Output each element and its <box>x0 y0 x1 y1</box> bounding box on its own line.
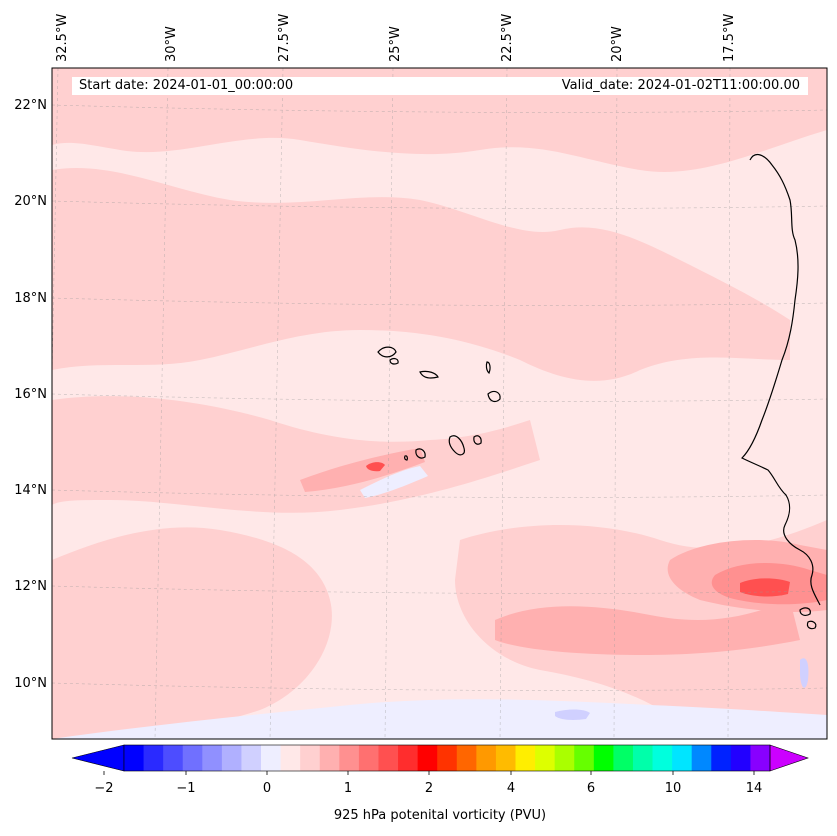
island-sao-vicente <box>389 357 399 365</box>
start-date-label: Start date: 2024-01-01_00:00:00 <box>79 78 294 93</box>
gridline-lon-20w <box>613 68 618 739</box>
island-santo-antao <box>377 346 397 358</box>
colorbar-swatch <box>711 745 732 771</box>
gridline-lat-12n <box>52 585 827 594</box>
colorbar-swatch <box>574 745 595 771</box>
colorbar-swatch <box>163 745 184 771</box>
colorbar-swatch <box>691 745 712 771</box>
island-maio <box>473 435 482 445</box>
colorbar-swatch <box>476 745 497 771</box>
field-patch-east-peak <box>740 578 790 597</box>
gridline-lat-18n <box>52 297 827 306</box>
colorbar-swatch <box>417 745 438 771</box>
gridline-lon-25w <box>384 68 394 739</box>
field-patch-negative-mid <box>360 466 428 498</box>
colorbar-swatch <box>378 745 399 771</box>
island-boa-vista <box>487 390 501 403</box>
colorbar-swatch <box>261 745 282 771</box>
field-patch-southwest <box>52 527 332 739</box>
colorbar-swatch <box>221 745 242 771</box>
africa-coastline <box>740 153 821 606</box>
island-fogo <box>415 448 426 459</box>
island-sal <box>485 361 491 375</box>
gridline-lat-20n <box>52 200 827 209</box>
gridlines <box>52 68 827 739</box>
lat-label-16n: 16°N <box>14 387 47 402</box>
colorbar-swatch <box>730 745 751 771</box>
colorbar-swatch <box>672 745 693 771</box>
field-patch-band-mid <box>300 448 425 492</box>
gridline-lat-22n <box>52 104 827 113</box>
colorbar-tick-neg2: −2 <box>94 781 114 796</box>
colorbar-swatch <box>241 745 262 771</box>
colorbar-swatch <box>398 745 419 771</box>
colorbar-tick-10: 10 <box>664 781 682 796</box>
gridline-lon-30w <box>154 68 169 739</box>
colorbar-swatch <box>593 745 614 771</box>
field-patch-negative-south <box>52 699 827 739</box>
colorbar-swatch <box>554 745 575 771</box>
colorbar-swatch <box>515 745 536 771</box>
valid-date-label: Valid_date: 2024-01-02T11:00:00.00 <box>561 78 800 93</box>
colorbar-tick-2: 2 <box>424 781 434 796</box>
colorbar-tick-0: 0 <box>262 781 272 796</box>
colorbar-swatch <box>652 745 673 771</box>
lat-label-14n: 14°N <box>14 483 47 498</box>
colorbar-swatch <box>182 745 203 771</box>
field-patch-west-band <box>52 396 540 513</box>
colorbar-title: 925 hPa potenital vorticity (PVU) <box>333 808 547 823</box>
colorbar-over-arrow <box>769 744 809 772</box>
colorbar-swatch <box>358 745 379 771</box>
island-sao-nicolau <box>419 370 439 379</box>
colorbar-swatch <box>456 745 477 771</box>
gridline-lon-27-5w <box>269 68 284 739</box>
coastlines <box>377 153 821 630</box>
field-patch-negative-strong <box>555 709 590 720</box>
colorbar-swatch <box>124 745 145 771</box>
gridline-lon-17-5w <box>727 68 731 739</box>
lat-label-22n: 22°N <box>14 98 47 113</box>
colorbar-under-arrow <box>71 744 125 772</box>
colorbar-swatch <box>750 745 771 771</box>
field-patch-negative-coast <box>800 658 809 688</box>
colorbar-swatch <box>535 745 556 771</box>
field-patch-west-peak <box>366 462 385 472</box>
lat-label-18n: 18°N <box>14 291 47 306</box>
field-patch-band-lower <box>495 600 800 655</box>
colorbar-swatch <box>339 745 360 771</box>
gridline-lon-22-5w <box>499 68 508 739</box>
island-santiago <box>448 435 465 456</box>
island-brava <box>404 455 408 461</box>
gridline-lat-14n <box>52 489 827 498</box>
colorbar-swatch <box>613 745 634 771</box>
gridline-lat-10n <box>52 682 827 691</box>
colorbar-swatch <box>632 745 654 771</box>
colorbar-swatch <box>202 745 223 771</box>
date-banner: Start date: 2024-01-01_00:00:00 Valid_da… <box>72 77 808 95</box>
plot-frame <box>51 67 828 740</box>
colorbar-tick-6: 6 <box>586 781 596 796</box>
colorbar-swatch <box>319 745 340 771</box>
bijagos-islands <box>799 607 817 630</box>
colorbar <box>71 744 809 775</box>
colorbar-frame <box>123 744 771 772</box>
field-patch-northwest <box>52 167 790 381</box>
colorbar-tick-4: 4 <box>506 781 516 796</box>
colorbar-swatch <box>437 745 458 771</box>
lat-label-10n: 10°N <box>14 676 47 691</box>
colorbar-swatch <box>495 745 517 771</box>
gridline-lat-16n <box>52 393 827 402</box>
lat-label-12n: 12°N <box>14 579 47 594</box>
pv-field <box>52 68 827 739</box>
colorbar-tick-neg1: −1 <box>176 781 196 796</box>
lat-label-20n: 20°N <box>14 194 47 209</box>
colorbar-swatch <box>280 745 301 771</box>
colorbar-tick-1: 1 <box>343 781 353 796</box>
colorbar-swatch <box>143 745 164 771</box>
colorbar-tick-14: 14 <box>745 781 763 796</box>
colorbar-swatch <box>300 745 321 771</box>
